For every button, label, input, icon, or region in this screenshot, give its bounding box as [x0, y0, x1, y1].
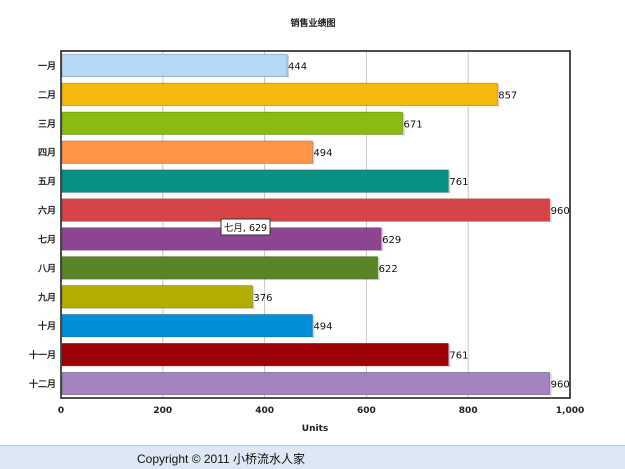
value-labels: 444 857 671 494 761 960 629 622 376 494 761 960: [253, 61, 569, 390]
bar: [61, 169, 449, 193]
bar: [61, 343, 449, 367]
category-label: 二月: [38, 90, 56, 101]
bar-shadow: [286, 55, 289, 78]
bar-shadow: [252, 286, 255, 310]
value-label: 671: [404, 119, 423, 130]
bar-shadow: [381, 228, 384, 252]
bar-shadow: [448, 170, 451, 194]
category-label: 十一月: [29, 349, 56, 361]
bar-shadow: [497, 84, 500, 107]
category-label: 七月: [38, 233, 56, 245]
x-tick-label: 600: [357, 406, 376, 416]
x-tick-label: 400: [255, 406, 274, 416]
category-label: 四月: [38, 148, 56, 159]
bar: [61, 53, 288, 78]
bar: [61, 82, 498, 106]
category-label: 五月: [38, 177, 56, 188]
footer-bar: Copyright © 2011 小桥流水人家: [0, 445, 625, 469]
x-axis-label: Units: [302, 424, 328, 434]
tooltip-text: 七月, 629: [224, 223, 267, 234]
bar: [61, 198, 550, 222]
value-label: 629: [382, 235, 401, 246]
bar-shadow: [549, 199, 552, 223]
bars: [61, 53, 552, 396]
bar: [61, 314, 313, 338]
category-label: 一月: [38, 61, 56, 72]
x-tick-label: 0: [58, 406, 64, 416]
value-label: 761: [449, 177, 468, 188]
value-label: 622: [379, 264, 398, 275]
copyright-text: Copyright © 2011 小桥流水人家: [137, 452, 306, 466]
bar-shadow: [549, 373, 552, 396]
category-label: 十月: [38, 320, 56, 332]
bar-shadow: [312, 315, 315, 338]
category-label: 九月: [37, 291, 56, 303]
bar-shadow: [377, 257, 380, 281]
plot-area: [61, 51, 570, 398]
bar: [61, 256, 378, 280]
x-tick-labels: 0 200 400 600 800 1,000: [58, 406, 584, 416]
chart-title: 销售业绩图: [290, 17, 335, 29]
bar-chart: 销售业绩图 444 857 671 494 761 960 629 622 376 494 761 9…: [29, 17, 584, 434]
value-label: 960: [551, 380, 570, 391]
category-label: 八月: [37, 263, 56, 274]
value-label: 376: [253, 293, 272, 304]
value-label: 444: [288, 61, 307, 72]
category-label: 十二月: [29, 378, 56, 390]
bar-shadow: [402, 113, 405, 136]
category-label: 三月: [38, 119, 56, 130]
value-label: 761: [449, 351, 468, 362]
x-tick-label: 200: [153, 406, 172, 416]
bar: [61, 285, 253, 309]
value-label: 494: [313, 148, 332, 159]
tooltip-box: [220, 218, 271, 236]
bar-shadow: [448, 344, 451, 367]
bar-shadow: [312, 141, 315, 165]
value-label: 494: [313, 322, 332, 333]
x-tick-label: 1,000: [556, 406, 584, 416]
value-label: 857: [498, 90, 517, 101]
plot-frame: [60, 50, 571, 399]
bar: [61, 140, 313, 164]
category-label: 六月: [38, 205, 56, 217]
bar: [61, 371, 550, 396]
x-tick-label: 800: [459, 406, 478, 416]
bar: [61, 111, 403, 135]
tooltip: 七月, 629: [220, 218, 271, 236]
value-label: 960: [551, 206, 570, 217]
